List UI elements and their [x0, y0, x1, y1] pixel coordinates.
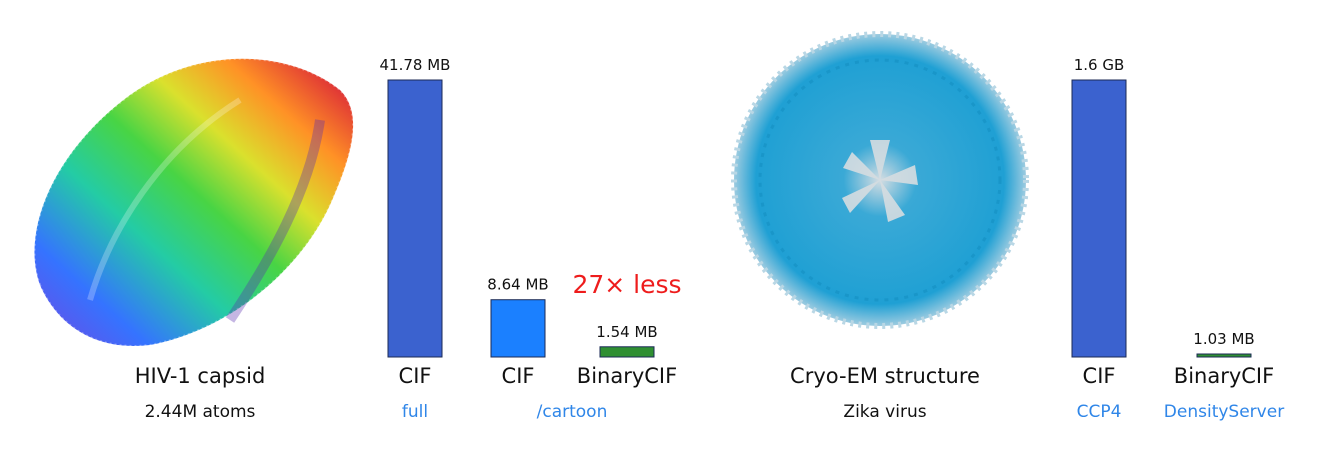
category-label-cif-cartoon: CIF: [501, 364, 535, 388]
hiv-capsid-name: HIV-1 capsid: [134, 364, 266, 388]
subcategory-label-densityserver: DensityServer: [1163, 402, 1285, 422]
category-label-cif-full: CIF: [398, 364, 432, 388]
zika-virus-label: Zika virus: [843, 402, 927, 422]
bar-value-label-0-1: 8.64 MB: [487, 276, 548, 294]
subcategory-label-full: full: [401, 402, 429, 422]
cryo-em-name: Cryo-EM structure: [790, 364, 980, 388]
reduction-highlight: 27× less: [572, 270, 682, 299]
bar-value-label-1-1: 1.03 MB: [1193, 330, 1254, 348]
hiv-capsid-image: [33, 57, 354, 347]
bar-0-1: [490, 299, 546, 358]
bar-1-1: [1196, 353, 1252, 358]
bar-0-0: [387, 79, 443, 358]
subcategory-label-ccp4: CCP4: [1076, 402, 1122, 422]
bar-0-2: [599, 346, 655, 358]
bar-value-label-0-0: 41.78 MB: [380, 56, 451, 74]
bar-value-label-1-0: 1.6 GB: [1074, 56, 1125, 74]
hiv-capsid-atoms: 2.44M atoms: [144, 402, 256, 422]
zika-virus-image: [731, 31, 1029, 329]
bar-value-label-0-2: 1.54 MB: [596, 323, 657, 341]
category-label-binarycif: BinaryCIF: [576, 364, 678, 388]
category-label-binarycif-density: BinaryCIF: [1173, 364, 1275, 388]
subcategory-label-cartoon: /cartoon: [536, 402, 608, 422]
category-label-cif-ccp4: CIF: [1082, 364, 1116, 388]
bar-1-0: [1071, 79, 1127, 358]
